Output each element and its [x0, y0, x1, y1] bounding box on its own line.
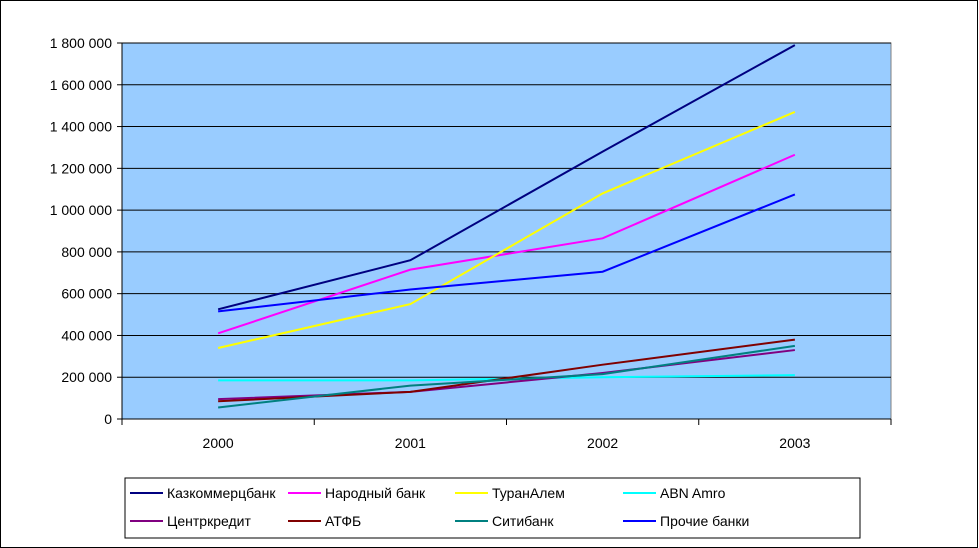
series-line: [217, 111, 796, 349]
legend-label: Народный банк: [325, 485, 426, 501]
y-tick-label: 800 000: [61, 244, 112, 260]
y-tick-label: 1 400 000: [50, 119, 112, 135]
y-tick-label: 0: [104, 411, 112, 427]
y-tick-label: 1 600 000: [50, 77, 112, 93]
legend-box: [124, 477, 861, 539]
series-lines: [217, 44, 796, 409]
legend-label: ТуранАлем: [492, 485, 565, 501]
x-tick-label: 2003: [779, 435, 810, 451]
legend-label: Центркредит: [167, 513, 251, 529]
legend-label: Ситибанк: [492, 513, 554, 529]
legend: Казкоммерцбанк Народный банк ТуранАлем ABN …: [130, 485, 749, 529]
y-tick-label: 1 000 000: [50, 202, 112, 218]
y-tick-label: 400 000: [61, 327, 112, 343]
y-tick-label: 600 000: [61, 286, 112, 302]
series-line: [218, 193, 796, 313]
legend-label: АТФБ: [325, 513, 361, 529]
series-line: [217, 44, 796, 311]
y-tick-label: 1 800 000: [50, 35, 112, 51]
plot-area: [121, 42, 892, 420]
legend-label: Прочие банки: [660, 513, 749, 529]
legend-label: ABN Amro: [660, 485, 726, 501]
y-axis-ticks: 0 200 000 400 000 600 000 800 000 1 000 000 1 …: [50, 35, 122, 427]
x-tick-label: 2001: [395, 435, 426, 451]
series-line: [218, 349, 795, 401]
y-tick-label: 200 000: [61, 369, 112, 385]
x-axis-ticks: 2000 2001 2002 2003: [121, 419, 892, 451]
series-line: [218, 344, 796, 409]
legend-label: Казкоммерцбанк: [167, 485, 276, 501]
x-tick-label: 2000: [203, 435, 234, 451]
x-tick-label: 2002: [587, 435, 618, 451]
y-tick-label: 1 200 000: [50, 160, 112, 176]
series-line: [217, 153, 796, 335]
